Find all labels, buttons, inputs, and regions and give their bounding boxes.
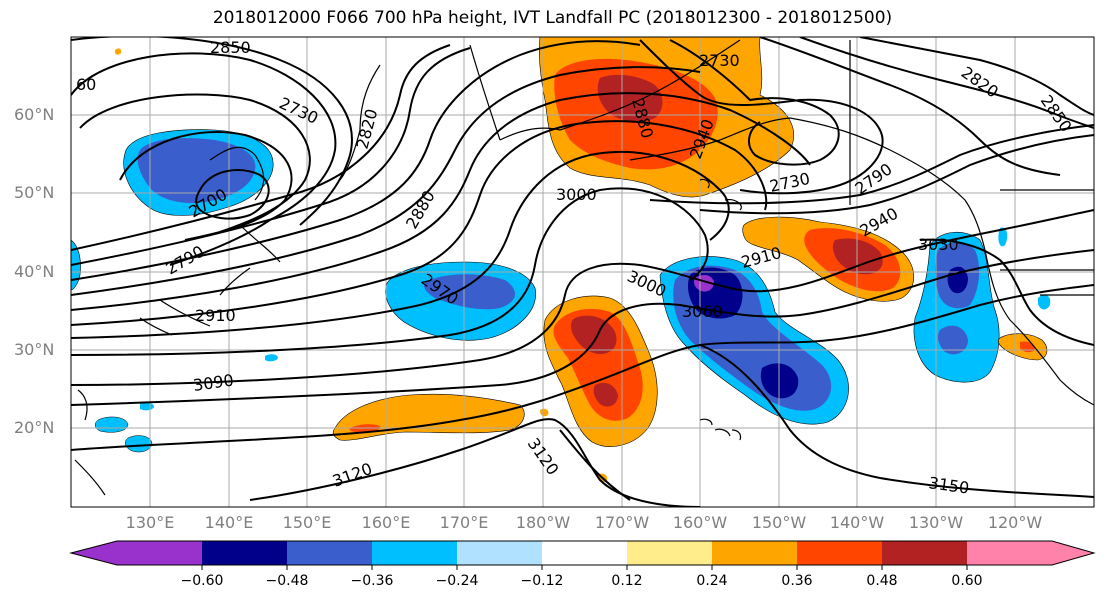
colorbar-outline bbox=[69, 540, 1096, 566]
colorbar-swatch bbox=[542, 541, 627, 565]
colorbar-swatch bbox=[287, 541, 372, 565]
contour-label: 2730 bbox=[699, 51, 740, 70]
colorbar-tick-label: 0.36 bbox=[781, 573, 813, 589]
lon-label: 140°E bbox=[204, 513, 254, 532]
colorbar-swatch bbox=[882, 541, 967, 565]
height-contours bbox=[71, 37, 1094, 507]
lon-label: 180°W bbox=[515, 513, 571, 532]
lat-label: 40°N bbox=[14, 262, 55, 281]
lat-label: 60°N bbox=[14, 105, 55, 124]
colorbar bbox=[69, 540, 1096, 570]
colorbar-tick-label: −0.60 bbox=[180, 573, 224, 589]
lon-label: 160°E bbox=[361, 513, 411, 532]
graticule bbox=[71, 37, 1094, 507]
lon-label: 150°E bbox=[282, 513, 332, 532]
colorbar-swatch bbox=[117, 541, 202, 565]
colorbar-tick-label: 0.48 bbox=[866, 573, 898, 589]
colorbar-swatch bbox=[372, 541, 457, 565]
lon-label: 170°E bbox=[439, 513, 489, 532]
lon-label: 130°W bbox=[908, 513, 964, 532]
contour-label: 3030 bbox=[918, 235, 959, 254]
colorbar-tick-label: −0.36 bbox=[350, 573, 394, 589]
contour-label: 2850 bbox=[210, 38, 251, 57]
ivt-positive-shading bbox=[114, 37, 1048, 483]
colorbar-swatch bbox=[457, 541, 542, 565]
map-frame bbox=[70, 36, 1095, 508]
coastlines bbox=[74, 39, 1094, 496]
colorbar-tick-label: 0.12 bbox=[611, 573, 643, 589]
contour-label: 3060 bbox=[682, 302, 723, 321]
contour-label: 3000 bbox=[556, 185, 597, 204]
map-title: 2018012000 F066 700 hPa height, IVT Land… bbox=[212, 8, 893, 28]
colorbar-tick-label: −0.24 bbox=[435, 573, 479, 589]
lon-label: 120°W bbox=[987, 513, 1043, 532]
contour-label: 60 bbox=[76, 75, 96, 94]
colorbar-swatch bbox=[627, 541, 712, 565]
colorbar-swatch bbox=[712, 541, 797, 565]
colorbar-tick-label: 0.24 bbox=[696, 573, 728, 589]
colorbar-swatch bbox=[202, 541, 287, 565]
ivt-negative-shading bbox=[71, 129, 1051, 453]
colorbar-swatch bbox=[797, 541, 882, 565]
lon-label: 150°W bbox=[751, 513, 807, 532]
colorbar-tick-label: 0.60 bbox=[951, 573, 983, 589]
colorbar-extend-min bbox=[71, 541, 117, 565]
lat-label: 50°N bbox=[14, 183, 55, 202]
lat-label: 30°N bbox=[14, 340, 55, 359]
map-plot-area: 2850 60 2730 2820 2880 2730 2820 2850 28… bbox=[71, 37, 1094, 507]
lon-label: 140°W bbox=[829, 513, 885, 532]
lon-label: 170°W bbox=[594, 513, 650, 532]
lon-label: 130°E bbox=[125, 513, 175, 532]
contour-label: 2910 bbox=[195, 306, 236, 325]
colorbar-extend-max bbox=[1052, 541, 1094, 565]
colorbar-swatch bbox=[967, 541, 1052, 565]
lon-label: 160°W bbox=[672, 513, 728, 532]
colorbar-tick-label: −0.48 bbox=[265, 573, 309, 589]
lat-label: 20°N bbox=[14, 418, 55, 437]
colorbar-tick-label: −0.12 bbox=[520, 573, 564, 589]
